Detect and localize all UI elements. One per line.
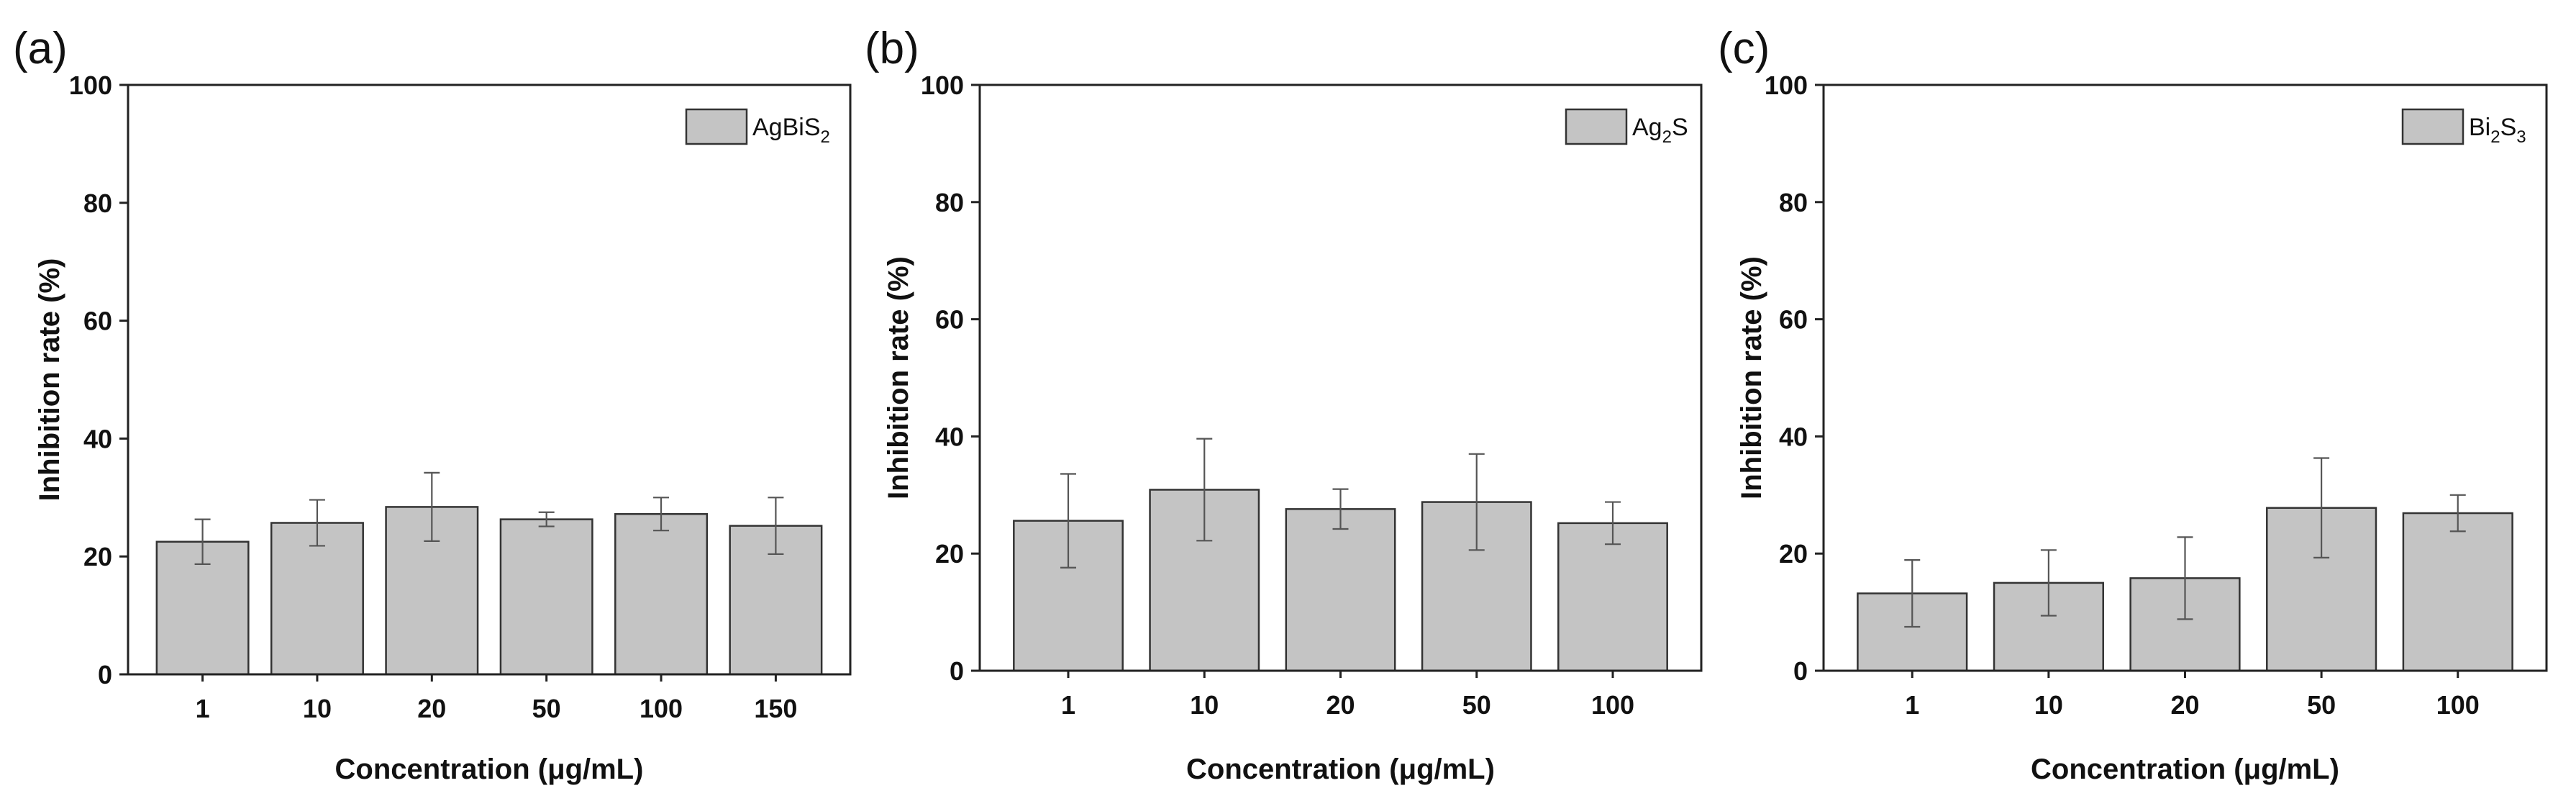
panel-a: (a) 1 10 20 50 100 150 0 20 40 60 80 100 Concentratio… bbox=[13, 24, 852, 785]
panel-b: (b) 1 10 20 50 100 0 20 40 60 80 100 Concentration (… bbox=[865, 24, 1703, 785]
y-tick-label: 100 bbox=[921, 71, 964, 100]
legend-swatch bbox=[1565, 108, 1628, 145]
bar bbox=[1421, 501, 1532, 672]
y-axis-title: Inhibition rate (%) bbox=[883, 256, 914, 499]
x-tick-label: 50 bbox=[532, 694, 561, 723]
x-tick-label: 100 bbox=[640, 694, 683, 723]
bar bbox=[2402, 512, 2513, 672]
x-tick-label: 100 bbox=[2436, 690, 2480, 720]
error-bar bbox=[424, 471, 440, 543]
x-tick-label: 100 bbox=[1591, 690, 1634, 720]
error-bar bbox=[1332, 488, 1349, 530]
x-axis-title: Concentration (μg/mL) bbox=[2031, 754, 2339, 785]
y-tick-label: 20 bbox=[83, 542, 112, 571]
y-tick-label: 80 bbox=[935, 188, 964, 217]
y-axis-title: Inhibition rate (%) bbox=[34, 258, 65, 502]
x-tick-label: 150 bbox=[754, 694, 797, 723]
error-bar bbox=[1196, 438, 1213, 542]
x-tick-label: 10 bbox=[2034, 690, 2063, 720]
y-tick-label: 0 bbox=[98, 660, 112, 689]
error-bar bbox=[2040, 549, 2057, 617]
y-tick-label: 0 bbox=[1793, 656, 1808, 686]
y-tick-label: 40 bbox=[935, 422, 964, 451]
x-tick-label: 20 bbox=[417, 694, 446, 723]
plot-frame bbox=[978, 83, 1703, 672]
y-tick-label: 40 bbox=[83, 424, 112, 453]
y-tick-label: 40 bbox=[1779, 422, 1808, 451]
x-tick-label: 1 bbox=[1905, 690, 1919, 720]
error-bar bbox=[653, 497, 670, 532]
legend: Ag2S bbox=[1565, 108, 1688, 147]
x-axis-title: Concentration (μg/mL) bbox=[1186, 754, 1495, 785]
legend: Bi2S3 bbox=[2401, 108, 2526, 147]
legend-swatch bbox=[2401, 108, 2465, 145]
error-bar bbox=[1060, 473, 1077, 569]
y-axis-title: Inhibition rate (%) bbox=[1736, 256, 1767, 499]
panel-label: (b) bbox=[865, 24, 919, 73]
x-tick-label: 10 bbox=[303, 694, 332, 723]
y-tick-label: 100 bbox=[1765, 71, 1808, 100]
error-bar bbox=[194, 518, 211, 565]
y-tick-label: 80 bbox=[1779, 188, 1808, 217]
panel-label: (a) bbox=[13, 24, 68, 73]
x-tick-label: 20 bbox=[2170, 690, 2199, 720]
x-axis-title: Concentration (μg/mL) bbox=[335, 754, 644, 785]
bar bbox=[614, 512, 709, 676]
y-tick-label: 100 bbox=[69, 71, 112, 100]
plot-frame bbox=[1822, 83, 2548, 672]
y-tick-label: 0 bbox=[950, 656, 964, 686]
x-tick-label: 10 bbox=[1190, 690, 1219, 720]
y-tick-label: 60 bbox=[935, 305, 964, 335]
y-tick-label: 20 bbox=[1779, 539, 1808, 569]
legend-swatch bbox=[685, 108, 748, 145]
x-tick-label: 20 bbox=[1326, 690, 1355, 720]
legend-label: AgBiS2 bbox=[752, 114, 830, 147]
legend: AgBiS2 bbox=[685, 108, 830, 147]
error-bar bbox=[1604, 501, 1621, 546]
error-bar bbox=[2313, 457, 2330, 558]
y-tick-label: 60 bbox=[83, 307, 112, 336]
y-tick-label: 20 bbox=[935, 539, 964, 569]
panel-label: (c) bbox=[1718, 24, 1770, 73]
bar bbox=[499, 518, 593, 676]
error-bar bbox=[2177, 536, 2193, 620]
bar bbox=[729, 525, 823, 676]
error-bar bbox=[2449, 494, 2466, 533]
bar bbox=[1557, 522, 1668, 672]
error-bar bbox=[1904, 559, 1921, 628]
plot-frame bbox=[127, 83, 852, 676]
panel-c: (c) 1 10 20 50 100 0 20 40 60 80 100 Concentration (… bbox=[1718, 24, 2548, 785]
legend-label: Bi2S3 bbox=[2469, 114, 2526, 147]
x-tick-label: 1 bbox=[196, 694, 210, 723]
error-bar bbox=[1468, 453, 1485, 551]
bar bbox=[1285, 508, 1396, 672]
y-tick-label: 80 bbox=[83, 189, 112, 218]
error-bar bbox=[768, 497, 784, 556]
y-tick-label: 60 bbox=[1779, 305, 1808, 335]
legend-label: Ag2S bbox=[1632, 114, 1688, 147]
x-tick-label: 50 bbox=[1462, 690, 1491, 720]
error-bar bbox=[309, 499, 325, 547]
x-tick-label: 50 bbox=[2307, 690, 2336, 720]
x-tick-label: 1 bbox=[1061, 690, 1075, 720]
error-bar bbox=[538, 511, 555, 528]
